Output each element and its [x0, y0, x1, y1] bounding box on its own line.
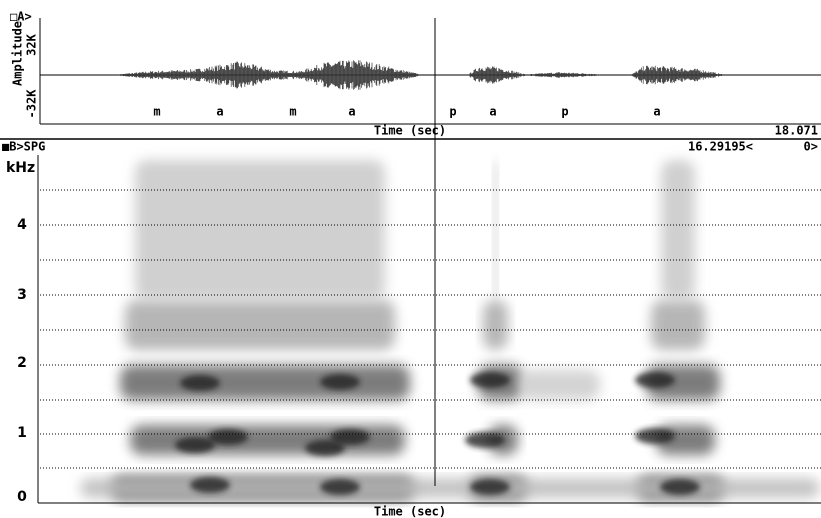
segment-label: a — [653, 105, 660, 119]
segment-label: m — [153, 105, 160, 119]
cursor-value: 0> — [804, 140, 818, 154]
spectral-energy — [520, 370, 600, 400]
formant-peak — [330, 429, 370, 445]
amplitude-min: -32K — [25, 89, 39, 119]
end-time: 18.071 — [775, 124, 818, 138]
frequency-tick-label: 0 — [17, 489, 27, 505]
formant-peak — [190, 477, 230, 493]
formant-peak — [320, 479, 360, 495]
segment-label: a — [348, 105, 355, 119]
cursor-time: 16.29195< — [688, 140, 753, 154]
formant-peak — [208, 429, 248, 445]
segment-label: p — [449, 105, 456, 119]
spectral-energy — [135, 160, 385, 300]
segment-label: p — [561, 105, 568, 119]
formant-peak — [660, 479, 700, 495]
spectral-energy — [483, 300, 508, 350]
formant-peak — [320, 374, 360, 390]
segment-label: a — [216, 105, 223, 119]
segment-label: a — [489, 105, 496, 119]
frequency-tick-label: 4 — [17, 217, 27, 233]
segment-label: m — [289, 105, 296, 119]
frequency-tick-label: 1 — [17, 425, 27, 441]
frequency-tick-label: 3 — [17, 287, 27, 303]
frequency-unit: kHz — [6, 160, 35, 176]
formant-peak — [635, 372, 675, 388]
spectral-energy — [120, 365, 410, 400]
speech-analysis-window: □A> Amplitude 32K -32K mamapapa Time (se… — [0, 0, 821, 518]
amplitude-max: 32K — [25, 33, 39, 55]
formant-peak — [635, 428, 675, 444]
panel-b-label: ■B>SPG — [2, 140, 45, 154]
spectral-energy — [125, 300, 395, 350]
formant-peak — [470, 372, 510, 388]
spectral-energy — [651, 300, 705, 350]
amplitude-label: Amplitude — [11, 21, 25, 86]
time-axis-label-b: Time (sec) — [374, 505, 446, 518]
formant-peak — [470, 479, 510, 495]
formant-peak — [180, 375, 220, 391]
spectral-energy — [661, 160, 695, 300]
frequency-tick-label: 2 — [17, 355, 27, 371]
spectral-energy — [80, 478, 820, 498]
spectral-energy — [493, 160, 498, 300]
